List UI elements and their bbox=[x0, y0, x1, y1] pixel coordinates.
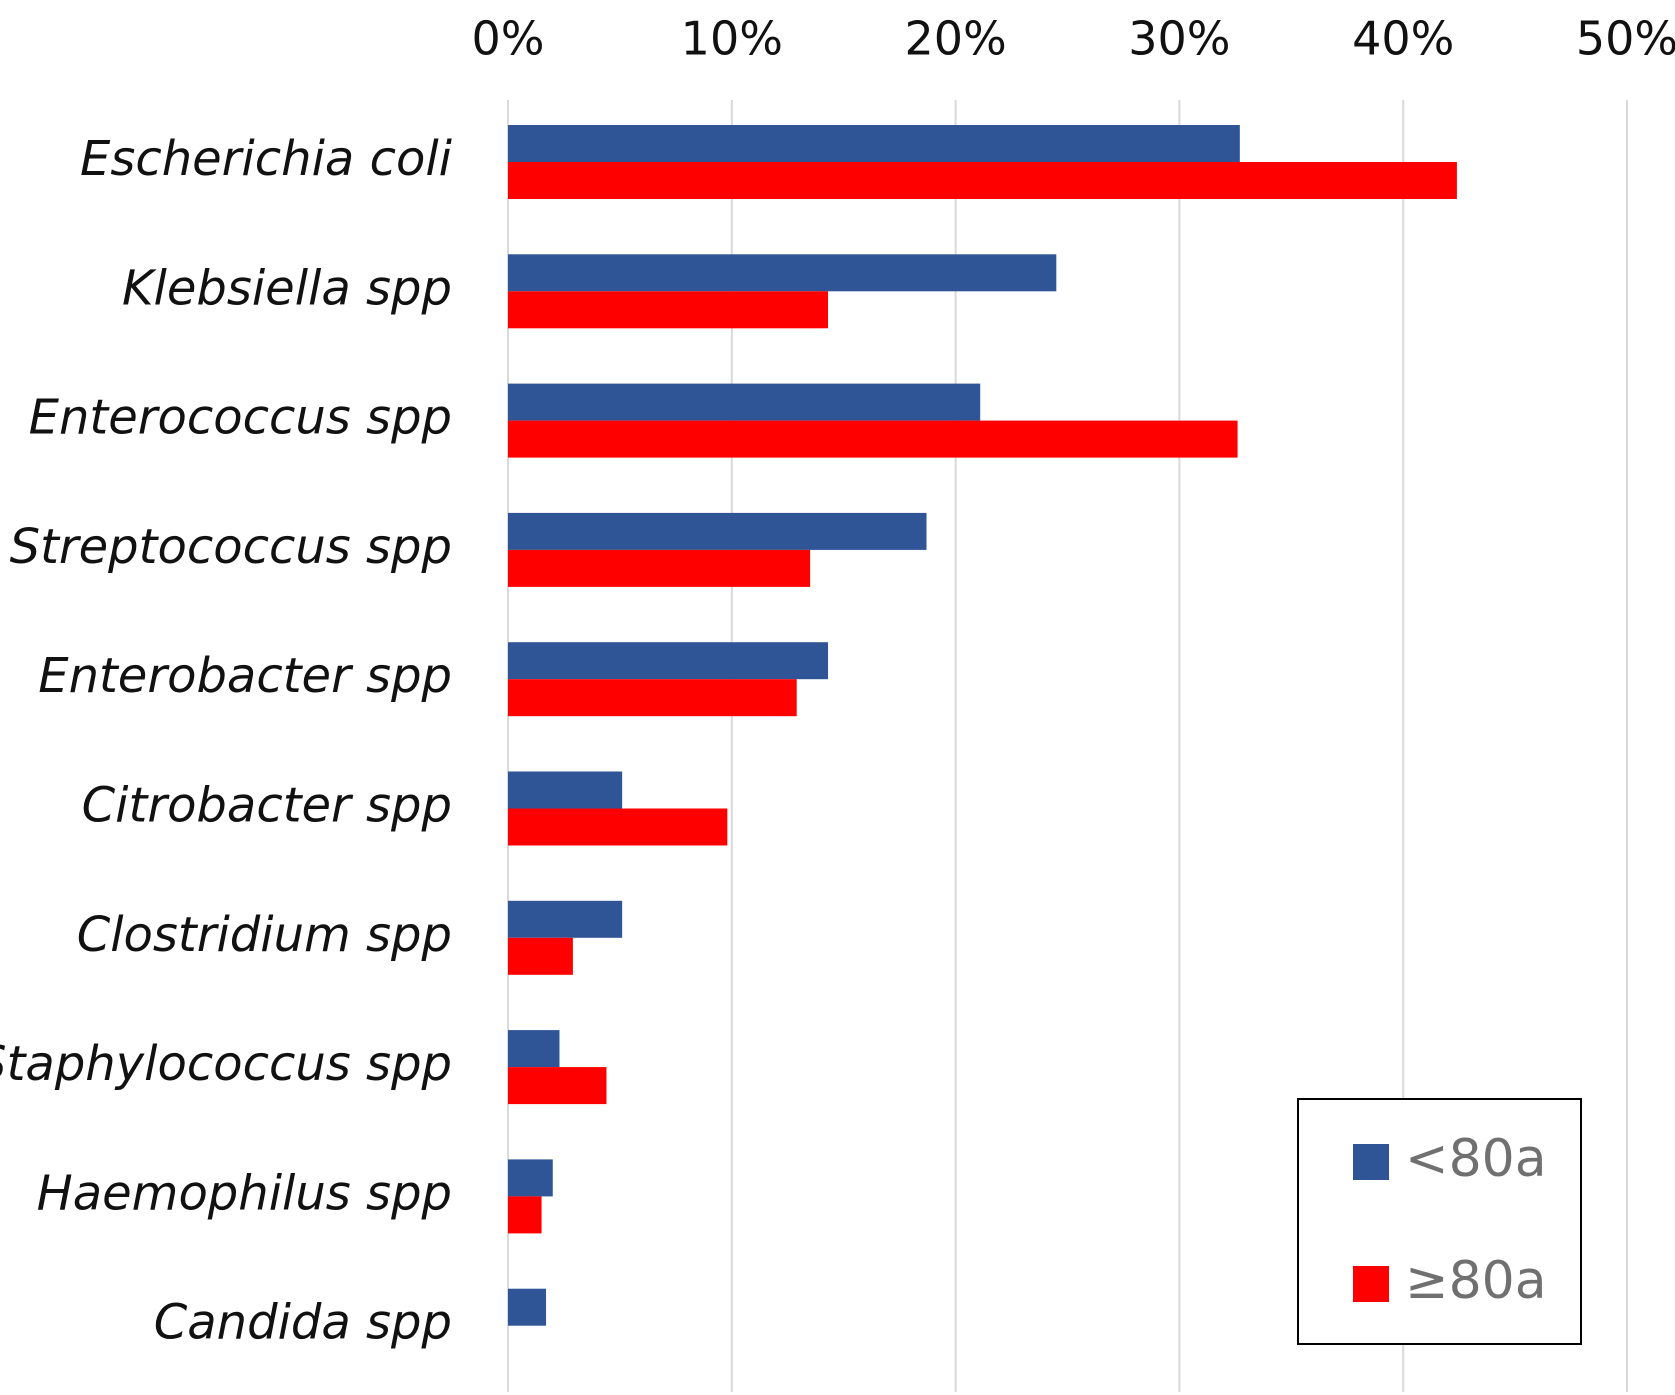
legend-box bbox=[1297, 1098, 1582, 1345]
category-label: Staphylococcus spp bbox=[0, 1036, 452, 1092]
y-axis-categories: Escherichia coli Klebsiella spp Enterococc… bbox=[0, 131, 453, 1351]
x-tick-label: 20% bbox=[904, 12, 1006, 66]
x-tick-label: 10% bbox=[681, 12, 783, 66]
bar-under-80 bbox=[508, 125, 1240, 162]
x-tick-label: 0% bbox=[472, 12, 545, 66]
x-axis-ticks: 0% 10% 20% 30% 40% 50% bbox=[472, 12, 1675, 66]
x-tick-label: 40% bbox=[1352, 12, 1454, 66]
bar-over-80 bbox=[508, 549, 811, 587]
category-label: Enterobacter spp bbox=[38, 648, 452, 704]
bar-over-80 bbox=[508, 291, 829, 329]
bar-over-80 bbox=[508, 1196, 542, 1234]
bar-over-80 bbox=[508, 1067, 607, 1105]
bar-under-80 bbox=[508, 1030, 560, 1068]
bar-under-80 bbox=[508, 1288, 547, 1326]
x-tick-label: 50% bbox=[1576, 12, 1675, 66]
bar-over-80 bbox=[508, 808, 728, 846]
bar-over-80 bbox=[508, 162, 1457, 199]
bar-under-80 bbox=[508, 642, 829, 680]
legend-label: <80a bbox=[1405, 1129, 1547, 1189]
bar-over-80 bbox=[508, 937, 573, 975]
bar-under-80 bbox=[508, 383, 981, 421]
bar-under-80 bbox=[508, 1159, 553, 1197]
category-label: Klebsiella spp bbox=[122, 260, 452, 316]
legend: <80a ≥80a bbox=[1297, 1098, 1582, 1345]
bar-under-80 bbox=[508, 771, 623, 809]
category-label: Enterococcus spp bbox=[29, 390, 452, 446]
category-label: Clostridium spp bbox=[77, 907, 452, 963]
legend-label: ≥80a bbox=[1405, 1251, 1547, 1311]
bar-under-80 bbox=[508, 900, 623, 938]
category-label: Haemophilus spp bbox=[37, 1165, 452, 1221]
category-label: Citrobacter spp bbox=[82, 778, 452, 834]
category-label: Escherichia coli bbox=[80, 131, 453, 187]
x-tick-label: 30% bbox=[1128, 12, 1230, 66]
legend-swatch bbox=[1353, 1144, 1389, 1180]
bar-over-80 bbox=[508, 420, 1238, 458]
bar-under-80 bbox=[508, 512, 927, 550]
legend-swatch bbox=[1353, 1266, 1389, 1302]
bar-over-80 bbox=[508, 679, 797, 717]
category-label: Streptococcus spp bbox=[10, 519, 452, 575]
category-label: Candida spp bbox=[154, 1295, 452, 1351]
bars bbox=[508, 125, 1457, 1326]
bar-under-80 bbox=[508, 254, 1057, 292]
